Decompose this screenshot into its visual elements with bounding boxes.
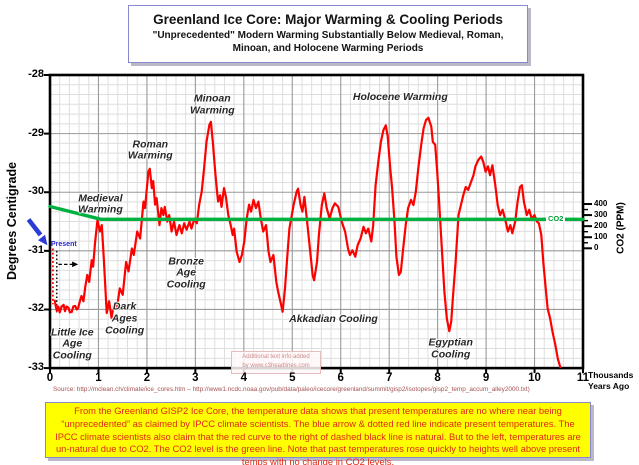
y-tick-label: -31 <box>28 243 44 256</box>
x-axis-title-line2: Years Ago <box>588 381 630 392</box>
y-axis-title-left: Degrees Centigrade <box>5 161 19 281</box>
x-tick-label: 1 <box>95 371 102 384</box>
x-tick-label: 11 <box>576 371 590 384</box>
annotation-line: Warming <box>78 203 123 216</box>
y-tick-label: -33 <box>28 361 44 374</box>
annotation-line: Cooling <box>52 349 92 362</box>
x-tick-label: 6 <box>337 371 344 384</box>
annotation-line: Egyptian <box>428 336 473 349</box>
annotation-line: Cooling <box>166 278 206 291</box>
chart-subtitle-line1: "Unprecedented" Modern Warming Substanti… <box>152 30 504 41</box>
y-tick-label: -28 <box>28 68 44 80</box>
annotation-akkadian-cooling: Akkadian Cooling <box>289 313 378 326</box>
co2-tick-label: 200 <box>594 221 608 231</box>
annotation-line: Bronze <box>168 255 204 268</box>
annotation-medieval-warming: Medieval Warming <box>78 191 123 217</box>
watermark-line1: Additional text info added <box>242 354 310 360</box>
title-box: Greenland Ice Core: Major Warming & Cool… <box>128 5 528 63</box>
x-tick-label: 9 <box>482 371 490 384</box>
y-tick-label: -29 <box>28 126 44 139</box>
y-axis-title-right: CO2 (PPM) <box>615 202 627 254</box>
temperature-curve <box>53 116 562 368</box>
annotation-line: Ages <box>111 312 138 325</box>
direction-arrow-head <box>72 261 79 268</box>
watermark-line2: by www.c3headlines.com <box>242 363 310 370</box>
present-label: Present <box>51 241 77 248</box>
x-tick-label: 7 <box>385 371 393 384</box>
annotation-line: Warming <box>127 149 173 162</box>
annotation-line: Akkadian Cooling <box>289 313 378 326</box>
annotation-minoan-warming: Minoan Warming <box>189 92 235 118</box>
x-tick-label: 2 <box>143 371 151 384</box>
annotation-roman-warming: Roman Warming <box>127 137 173 163</box>
annotation-line: Medieval <box>78 191 123 204</box>
annotation-line: Cooling <box>105 324 145 337</box>
x-tick-label: 4 <box>240 371 248 384</box>
y-tick-label: -30 <box>28 185 44 198</box>
x-axis-title-line1: Thousands <box>588 370 634 380</box>
annotation-line: Age <box>176 266 197 279</box>
annotation-bronze-age-cooling: Bronze Age Cooling <box>166 255 206 291</box>
x-tick-label: 10 <box>528 371 541 384</box>
source-citation: Source: http://mclean.ch/climate/ice_cor… <box>53 386 530 393</box>
co2-tick-label: 0 <box>594 243 599 253</box>
annotation-line: Little Ice <box>50 326 94 339</box>
co2-tick-label: 400 <box>594 199 608 209</box>
co2-line <box>48 204 585 222</box>
x-tick-label: 0 <box>46 371 54 384</box>
annotation-line: Cooling <box>431 348 471 361</box>
y-tick-label: -32 <box>28 302 44 315</box>
annotation-holocene-warming: Holocene Warming <box>352 91 448 105</box>
x-tick-label: 8 <box>434 371 441 384</box>
annotation-line: Holocene Warming <box>352 91 448 104</box>
present-blue-arrow-shaft <box>26 218 43 237</box>
watermark: Additional text info added by www.c3head… <box>231 351 321 374</box>
chart-title: Greenland Ice Core: Major Warming & Cool… <box>153 12 503 27</box>
co2-tick-label: 300 <box>594 210 608 220</box>
note-box: From the Greenland GISP2 Ice Core, the t… <box>45 402 591 465</box>
co2-tick-label: 100 <box>594 232 608 242</box>
x-tick-label: 3 <box>192 371 199 384</box>
chart-subtitle-line2: Minoan, and Holocene Warming Periods <box>232 42 424 54</box>
x-axis-title: Thousands Years Ago <box>588 370 633 392</box>
x-tick-label: 5 <box>289 371 296 384</box>
annotation-line: Warming <box>189 104 235 117</box>
annotation-line: Dark <box>112 300 137 313</box>
annotation-line: Age <box>62 337 83 350</box>
co2-line-label: CO2 <box>546 214 566 224</box>
annotation-dark-ages-cooling: Dark Ages Cooling <box>105 300 145 337</box>
present-blue-arrow-head <box>38 234 48 246</box>
annotation-line: Roman <box>132 137 169 150</box>
annotation-egyptian-cooling: Egyptian Cooling <box>428 336 473 362</box>
annotation-line: Minoan <box>193 92 231 105</box>
annotation-little-ice-age-cooling: Little Ice Age Cooling <box>50 326 94 362</box>
